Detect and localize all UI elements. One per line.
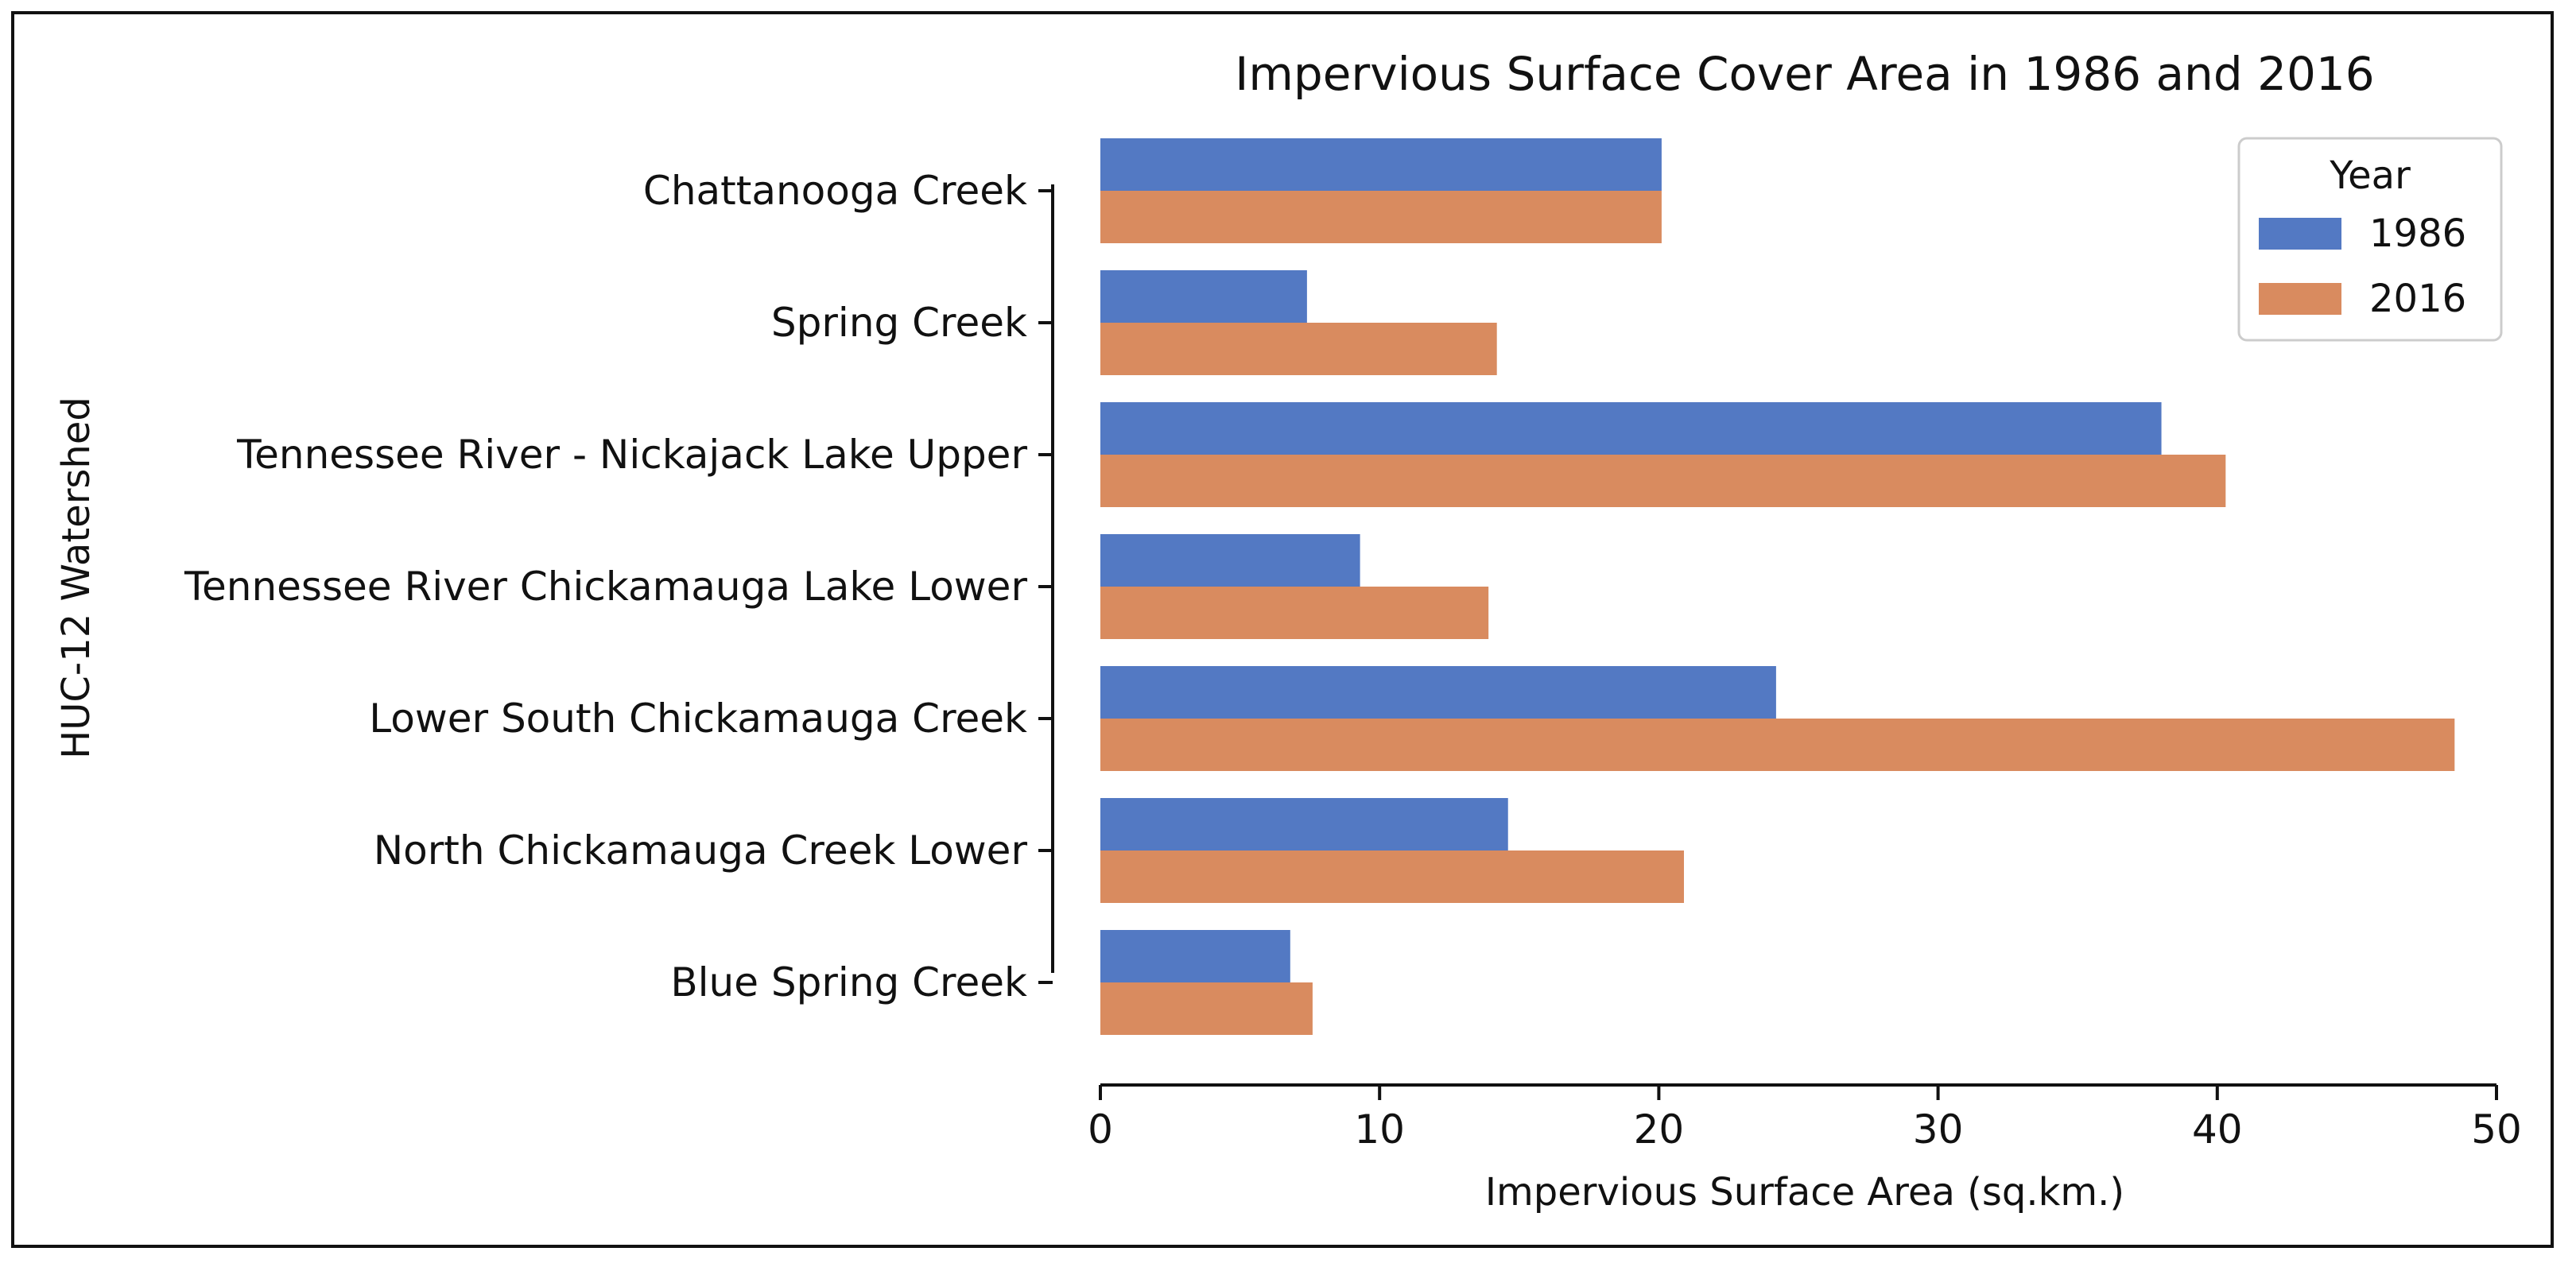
chart-frame [11,11,2554,1248]
bar-2016-7 [1100,982,1313,1035]
legend-title: Year [2329,153,2411,198]
x-tick-label: 10 [1354,1106,1405,1153]
bar-1986-4 [1100,534,1360,587]
bar-2016-4 [1100,587,1489,639]
y-tick-label: Spring Creek [771,300,1027,346]
bar-2016-1 [1100,191,1662,243]
bar-1986-3 [1100,402,2162,455]
bar-2016-3 [1100,455,2226,507]
y-tick-label: Tennessee River - Nickajack Lake Upper [236,432,1027,478]
y-tick-label: Blue Spring Creek [670,959,1027,1005]
y-axis-title: HUC-12 Watershed [54,397,99,759]
legend-label-1986: 1986 [2369,211,2466,256]
chart-title: Impervious Surface Cover Area in 1986 an… [1235,47,2374,101]
bar-1986-6 [1100,798,1508,850]
y-tick-label: Tennessee River Chickamauga Lake Lower [184,564,1027,610]
x-tick-label: 30 [1913,1106,1964,1153]
bar-1986-7 [1100,930,1290,982]
x-tick-label: 50 [2471,1106,2522,1153]
bar-1986-1 [1100,138,1662,191]
y-tick-label: Chattanooga Creek [643,168,1027,214]
y-tick-label: North Chickamauga Creek Lower [374,827,1028,874]
x-axis-title: Impervious Surface Area (sq.km.) [1485,1170,2124,1215]
bars-layer [1100,138,2455,1035]
x-tick-label: 40 [2192,1106,2243,1153]
bar-2016-2 [1100,323,1497,375]
y-axis: Chattanooga Creek Spring Creek Tennessee R… [184,168,1053,1005]
x-axis: 0 10 20 30 40 50 [1088,1085,2522,1153]
x-tick-label: 0 [1088,1106,1113,1153]
legend: Year 1986 2016 [2237,137,2503,342]
legend-swatch-2016 [2259,283,2341,315]
bar-2016-5 [1100,719,2455,771]
bar-1986-2 [1100,270,1307,323]
bar-1986-5 [1100,666,1776,719]
y-tick-label: Lower South Chickamauga Creek [369,695,1027,742]
legend-items: 1986 2016 [2259,211,2466,321]
bar-2016-6 [1100,850,1685,903]
legend-label-2016: 2016 [2369,277,2466,321]
legend-swatch-1986 [2259,218,2341,250]
x-tick-label: 20 [1634,1106,1685,1153]
